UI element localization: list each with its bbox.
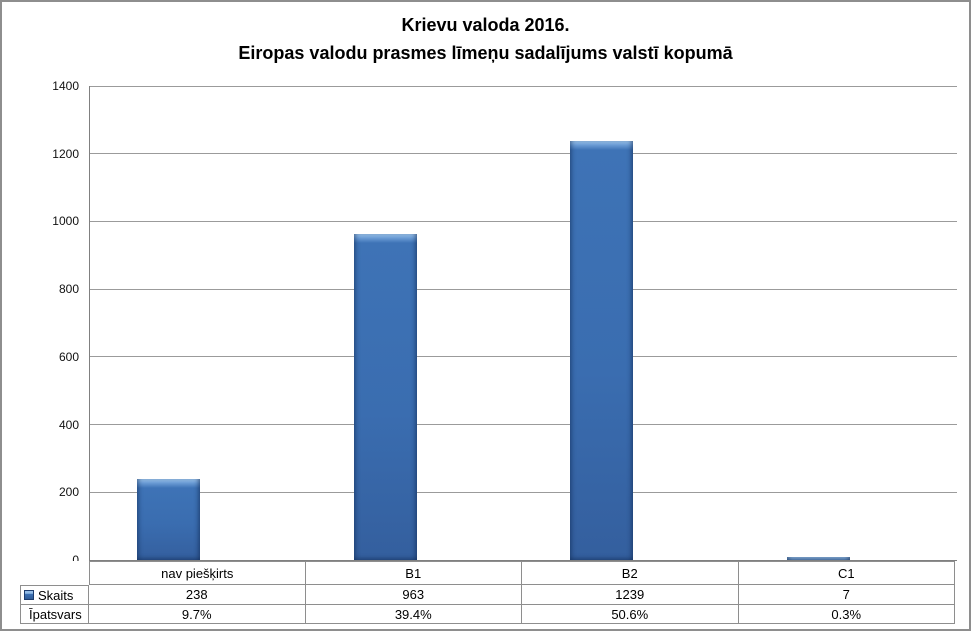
bar-nav-piešķirts bbox=[136, 479, 200, 560]
series-row-header-skaits: Skaits bbox=[20, 585, 89, 605]
y-axis-tick-label: 400 bbox=[58, 417, 79, 432]
y-axis-tick-label: 0 bbox=[72, 553, 79, 567]
bar-b1 bbox=[353, 234, 417, 560]
chart-title: Krievu valoda 2016. Eiropas valodu prasm… bbox=[0, 11, 971, 67]
skaits-value-nav-pieskirts: 238 bbox=[89, 585, 306, 605]
bar-b2 bbox=[570, 141, 634, 560]
category-label-b2: B2 bbox=[522, 561, 739, 585]
bar-c1 bbox=[787, 557, 851, 560]
percent-row-header-ipatsvars: Īpatsvars bbox=[20, 605, 89, 624]
skaits-value-b1: 963 bbox=[305, 585, 522, 605]
ipatsvars-value-nav-pieskirts: 9.7% bbox=[89, 605, 306, 624]
plot-area bbox=[89, 85, 957, 561]
y-gridline bbox=[90, 220, 957, 222]
y-gridline bbox=[90, 153, 957, 155]
percent-row-name: Īpatsvars bbox=[29, 606, 82, 622]
category-label-b1: B1 bbox=[305, 561, 522, 585]
y-axis-tick-label: 800 bbox=[58, 282, 79, 297]
ipatsvars-value-b2: 50.6% bbox=[522, 605, 739, 624]
y-axis-tick-label: 1200 bbox=[52, 146, 79, 161]
chart-title-line2: Eiropas valodu prasmes līmeņu sadalījums… bbox=[238, 43, 733, 63]
skaits-value-c1: 7 bbox=[738, 585, 955, 605]
ipatsvars-value-c1: 0.3% bbox=[738, 605, 955, 624]
ipatsvars-value-b1: 39.4% bbox=[305, 605, 522, 624]
y-gridline bbox=[90, 356, 957, 358]
data-table-corner bbox=[20, 561, 89, 585]
category-label-nav-pieskirts: nav piešķirts bbox=[89, 561, 306, 585]
category-label-c1: C1 bbox=[738, 561, 955, 585]
y-axis-tick-label: 600 bbox=[58, 349, 79, 364]
y-gridline bbox=[90, 424, 957, 426]
y-axis-tick-label: 1000 bbox=[52, 214, 79, 229]
skaits-value-b2: 1239 bbox=[522, 585, 739, 605]
y-axis-tick-label: 1400 bbox=[52, 79, 79, 93]
y-gridline bbox=[90, 288, 957, 290]
y-axis-tick-label: 200 bbox=[58, 485, 79, 500]
legend-key-icon bbox=[24, 590, 34, 600]
data-table: nav piešķirts B1 B2 C1 Skaits 238 963 12… bbox=[20, 561, 955, 624]
y-gridline bbox=[90, 491, 957, 493]
series-name-skaits: Skaits bbox=[38, 587, 74, 603]
chart-title-line1: Krievu valoda 2016. bbox=[401, 15, 570, 35]
y-gridline bbox=[90, 85, 957, 87]
y-axis: 0 200 400 600 800 1000 1200 1400 bbox=[0, 79, 79, 567]
